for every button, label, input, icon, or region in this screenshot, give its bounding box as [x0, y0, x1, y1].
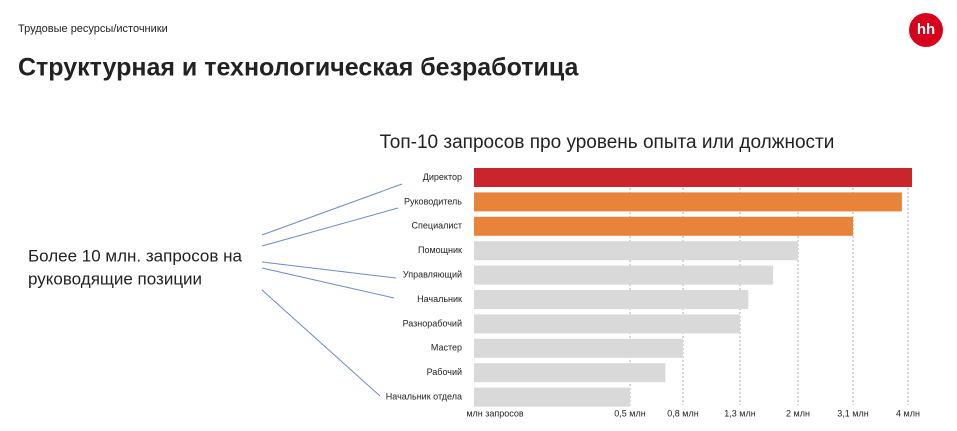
y-tick-label: Разнорабочий — [403, 318, 462, 328]
slide-title: Структурная и технологическая безработиц… — [18, 54, 580, 82]
x-tick-label: 0,5 млн — [614, 408, 645, 418]
bar — [474, 363, 666, 383]
bar — [474, 265, 774, 285]
y-tick-label: Помощник — [418, 245, 462, 255]
y-tick-label: Директор — [423, 172, 462, 182]
chart-title: Топ-10 запросов про уровень опыта или до… — [380, 132, 835, 153]
bar — [474, 314, 740, 334]
bar — [474, 241, 798, 261]
y-tick-label: Рабочий — [427, 367, 462, 377]
x-axis-label: млн запросов — [466, 408, 524, 418]
y-tick-label: Начальник — [417, 294, 462, 304]
y-tick-label: Специалист — [412, 221, 462, 231]
x-tick-label: 4 млн — [896, 408, 920, 418]
x-tick-label: 2 млн — [786, 408, 810, 418]
x-tick-label: 3,1 млн — [837, 408, 868, 418]
y-tick-label: Руководитель — [404, 196, 462, 206]
y-tick-label: Управляющий — [403, 269, 462, 279]
bar — [474, 192, 902, 212]
y-tick-label: Мастер — [431, 343, 462, 353]
bar — [474, 168, 912, 187]
note-line: Более 10 млн. запросов на — [28, 246, 243, 265]
section-label: Трудовые ресурсы/источники — [18, 23, 168, 35]
x-tick-label: 0,8 млн — [667, 408, 698, 418]
bar — [474, 387, 630, 407]
note-line: руководящие позиции — [28, 269, 202, 288]
y-tick-label: Начальник отдела — [386, 391, 462, 401]
bar — [474, 290, 749, 309]
bar — [474, 338, 683, 358]
bar — [474, 216, 853, 236]
connectors — [261, 183, 403, 397]
logo — [909, 13, 943, 47]
logo-text: hh — [917, 21, 935, 38]
x-tick-label: 1,3 млн — [724, 408, 755, 418]
